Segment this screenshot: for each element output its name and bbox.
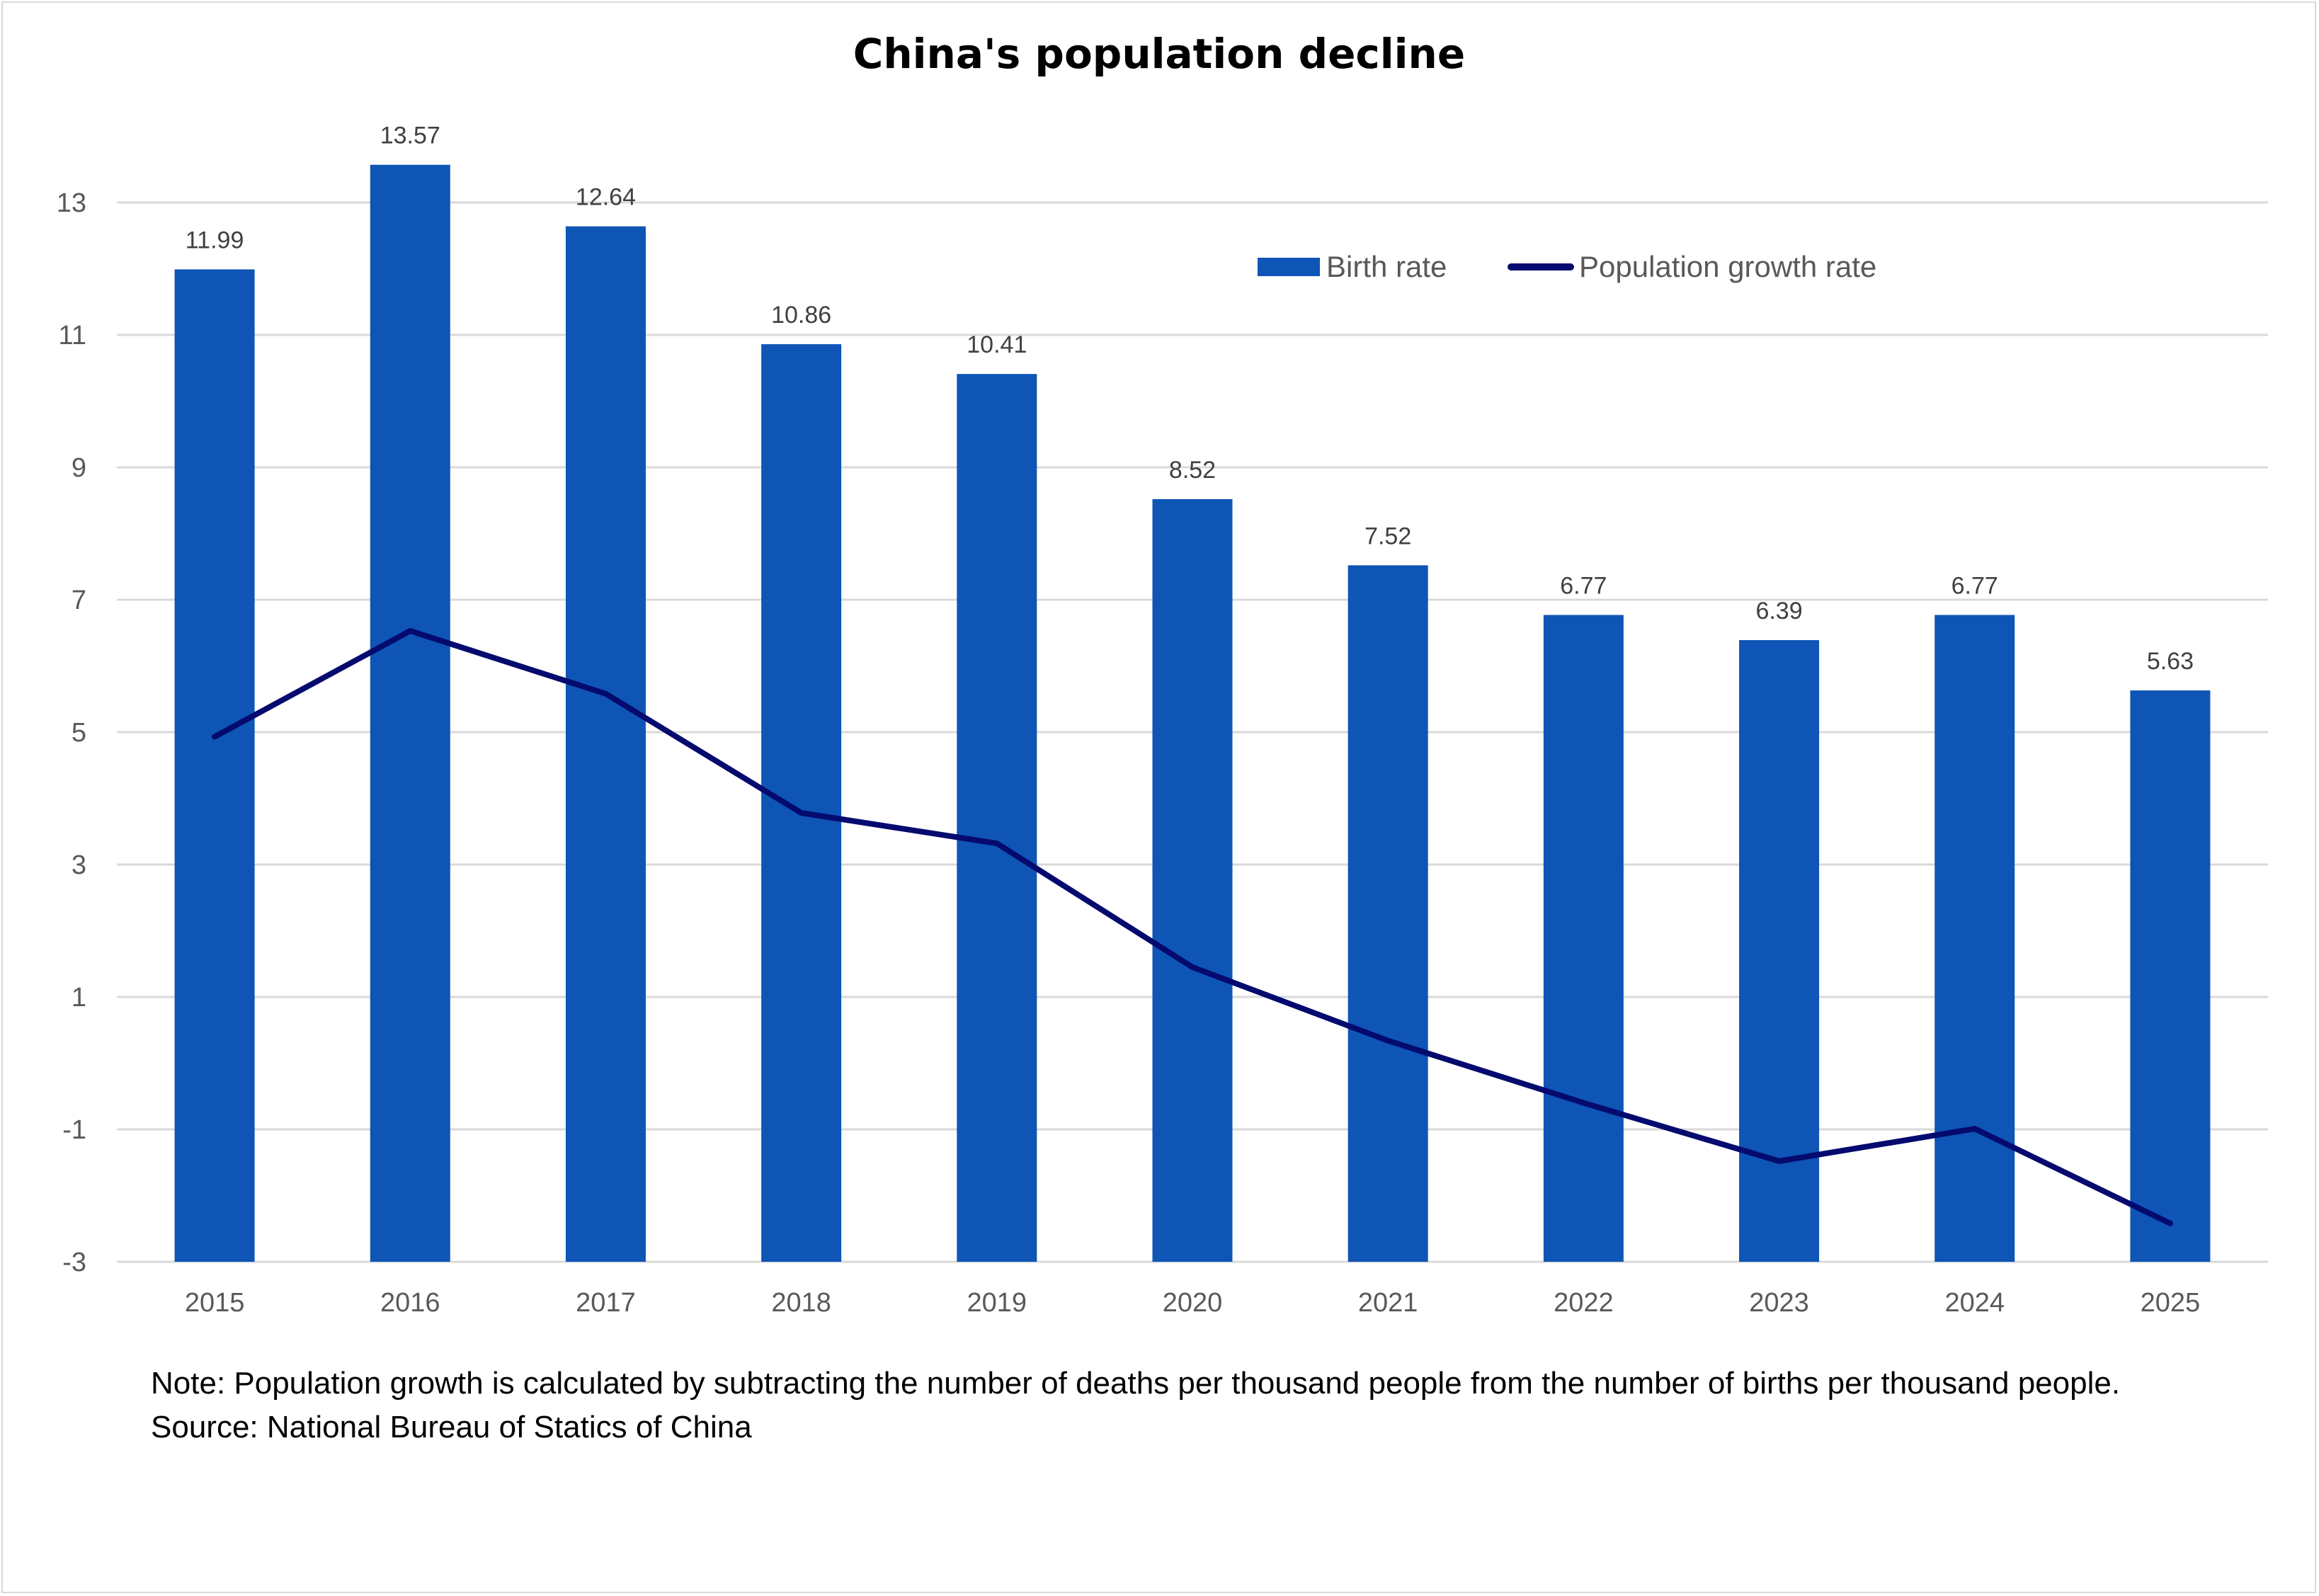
y-tick-label: 1	[72, 983, 86, 1013]
y-tick-label: 3	[72, 850, 86, 880]
y-tick-label: 5	[72, 718, 86, 748]
data-label-birth-rate: 6.77	[1560, 573, 1607, 600]
y-tick-label: 11	[59, 321, 86, 350]
bar-birth-rate	[2130, 690, 2211, 1262]
legend-swatch-birth-rate	[1258, 258, 1320, 276]
x-tick-label: 2015	[185, 1288, 245, 1318]
x-tick-label: 2017	[576, 1288, 636, 1318]
legend: Birth rate Population growth rate	[1258, 250, 1876, 283]
data-label-birth-rate: 10.41	[967, 331, 1027, 358]
data-label-birth-rate: 6.77	[1952, 573, 1998, 600]
x-tick-label: 2025	[2141, 1288, 2201, 1318]
x-tick-label: 2024	[1944, 1288, 2005, 1318]
x-tick-label: 2019	[967, 1288, 1027, 1318]
y-tick-label: 7	[72, 586, 86, 615]
source: Source: National Bureau of Statics of Ch…	[151, 1410, 752, 1444]
data-label-birth-rate: 13.57	[380, 122, 440, 149]
bar-birth-rate	[1152, 498, 1233, 1262]
data-label-birth-rate: 11.99	[186, 227, 244, 253]
bar-birth-rate	[957, 374, 1037, 1262]
data-label-birth-rate: 5.63	[2147, 648, 2194, 675]
y-tick-label: 13	[57, 188, 86, 218]
bar-birth-rate	[174, 269, 255, 1262]
bar-birth-rate	[370, 164, 450, 1262]
bar-birth-rate	[1543, 615, 1624, 1262]
footnote: Note: Population growth is calculated by…	[151, 1366, 2120, 1401]
x-tick-label: 2016	[380, 1288, 440, 1318]
x-tick-label: 2018	[771, 1288, 831, 1318]
x-tick-label: 2021	[1358, 1288, 1418, 1318]
data-label-birth-rate: 12.64	[576, 184, 636, 211]
data-label-birth-rate: 6.39	[1755, 598, 1802, 625]
data-label-birth-rate: 7.52	[1364, 523, 1411, 549]
legend-label-birth-rate: Birth rate	[1326, 250, 1447, 283]
x-tick-label: 2023	[1749, 1288, 1809, 1318]
data-label-birth-rate: 10.86	[771, 302, 831, 329]
y-tick-label: 9	[72, 453, 86, 483]
x-tick-label: 2022	[1554, 1288, 1614, 1318]
bar-birth-rate	[565, 226, 646, 1262]
bar-birth-rate	[1739, 640, 1820, 1262]
legend-label-growth-rate: Population growth rate	[1579, 250, 1876, 283]
chart-title: China's population decline	[853, 30, 1465, 78]
bar-birth-rate	[1935, 615, 2015, 1262]
bar-birth-rate	[1347, 565, 1428, 1262]
bar-birth-rate	[761, 344, 842, 1262]
x-tick-label: 2020	[1163, 1288, 1223, 1318]
y-tick-label: -1	[62, 1115, 86, 1145]
y-tick-label: -3	[62, 1248, 86, 1277]
data-label-birth-rate: 8.52	[1169, 457, 1216, 484]
